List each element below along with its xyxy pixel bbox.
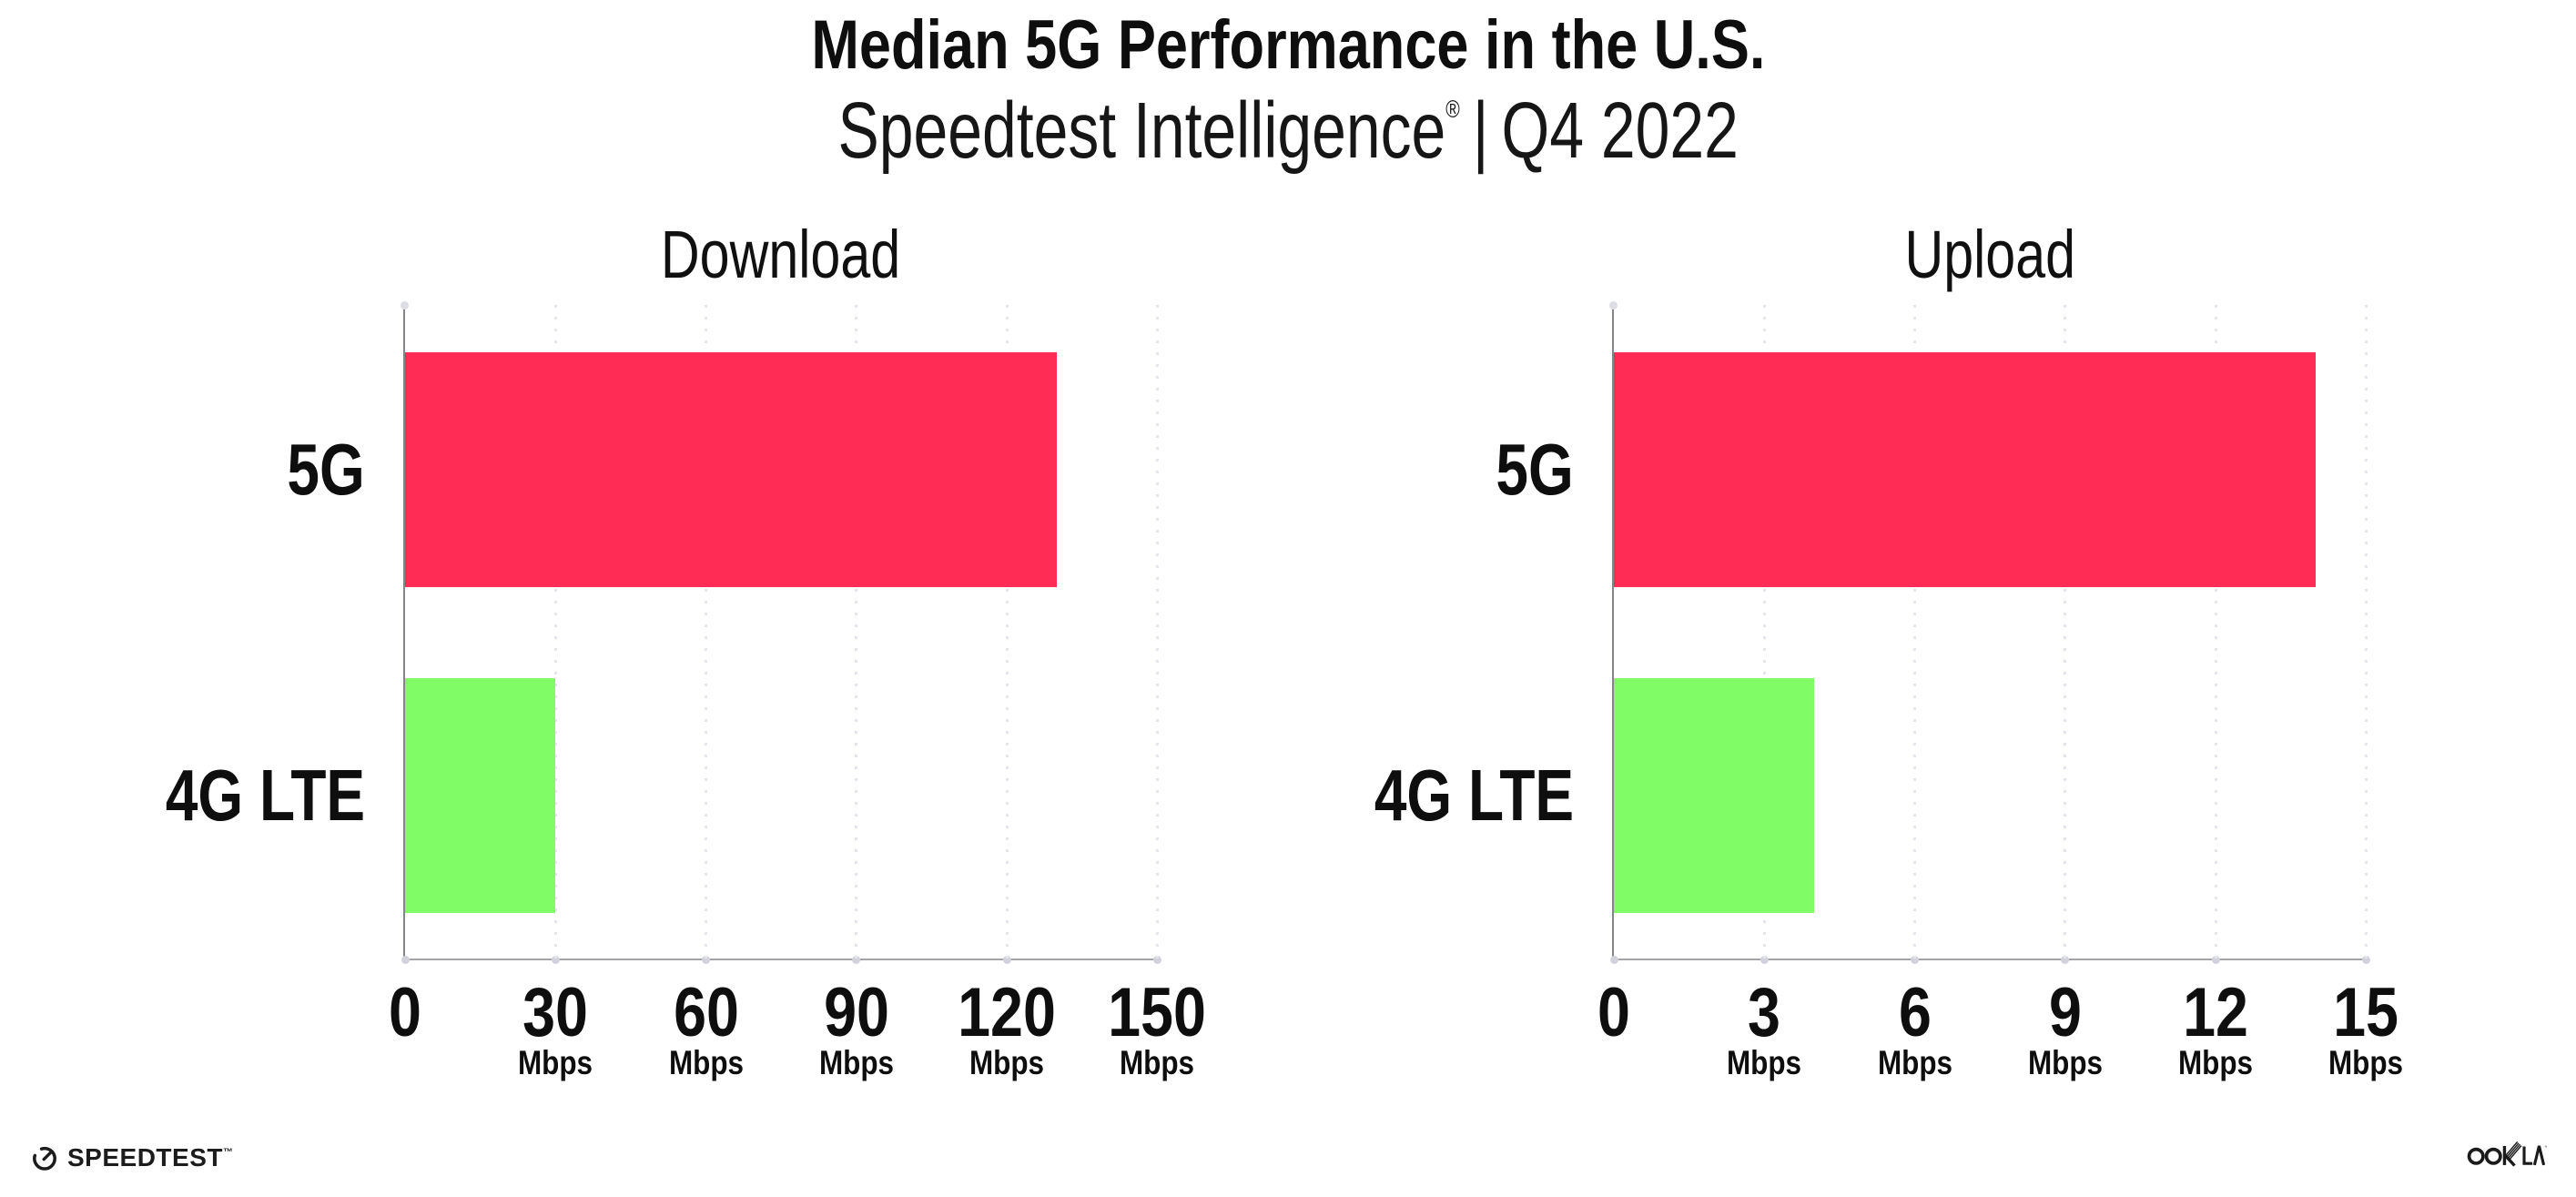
x-tick-unit-9: Mbps — [2027, 1044, 2103, 1081]
bar-5g-upload — [1614, 352, 2317, 587]
axis-tick-dot-3 — [1760, 956, 1769, 964]
x-tick-label-3: 3 — [1748, 974, 1781, 1051]
gridline-15 — [2364, 305, 2368, 959]
x-tick-unit-60: Mbps — [668, 1044, 744, 1081]
category-label-5g: 5G — [1496, 429, 1574, 510]
download-plot-area: Download 0 30 Mbps 60 Mbps 90 Mbps 120 Mbps 150 Mb… — [166, 221, 1206, 1080]
x-tick-label-30: 30 — [522, 974, 589, 1051]
axis-tick-dot-0 — [1609, 956, 1618, 964]
speedtest-wordmark: SPEEDTEST™ — [67, 1143, 234, 1172]
ookla-wordmark-icon: OOKLA ™ — [2467, 1141, 2549, 1167]
trademark-mark: ™ — [222, 1147, 234, 1158]
svg-text:™: ™ — [2544, 1145, 2547, 1150]
x-tick-unit-3: Mbps — [1727, 1044, 1802, 1081]
x-tick-label-120: 120 — [958, 974, 1056, 1051]
axis-tick-dot-150 — [1152, 956, 1161, 964]
x-tick-label-60: 60 — [673, 974, 739, 1051]
x-tick-label-12: 12 — [2183, 974, 2248, 1051]
x-tick-label-15: 15 — [2333, 974, 2399, 1051]
gridline-120 — [1005, 305, 1009, 959]
speedtest-gauge-icon — [33, 1146, 56, 1171]
upload-plot-area: Upload 0 3 Mbps 6 Mbps 9 Mbps 12 Mbps 15 Mbps 5G 4G … — [1374, 221, 2404, 1080]
gridline-6 — [1913, 305, 1916, 959]
axis-tick-dot-90 — [852, 956, 861, 964]
x-tick-unit-12: Mbps — [2177, 1044, 2254, 1081]
speedtest-logo: SPEEDTEST™ — [30, 1141, 233, 1174]
bar-4g-lte-download — [405, 678, 556, 913]
gridline-150 — [1155, 305, 1159, 959]
gridline-3 — [1762, 305, 1766, 959]
registered-mark: ® — [1445, 96, 1460, 123]
page-title: Median 5G Performance in the U.S. — [810, 6, 1766, 84]
axis-tick-dot-9 — [2061, 956, 2070, 964]
bar-4g-lte-upload — [1614, 678, 1815, 913]
subtitle-separator: | — [1472, 86, 1489, 175]
page-subtitle: Speedtest Intelligence® | Q4 2022 — [0, 91, 2576, 170]
axis-tick-dot-6 — [1911, 956, 1919, 964]
x-tick-unit-15: Mbps — [2328, 1044, 2404, 1081]
axis-tick-dot-15 — [2361, 956, 2370, 964]
axis-top-dot — [1608, 301, 1618, 309]
category-label-5g: 5G — [287, 429, 365, 510]
axis-top-dot — [400, 301, 409, 309]
axis-tick-dot-0 — [401, 956, 410, 964]
upload-chart-title: Upload — [1904, 217, 2075, 292]
x-tick-label-9: 9 — [2048, 974, 2082, 1051]
category-label-4g-lte: 4G LTE — [1374, 755, 1574, 836]
subtitle-period: Q4 2022 — [1501, 86, 1739, 175]
axis-tick-dot-60 — [702, 956, 710, 964]
gridline-12 — [2214, 305, 2217, 959]
x-tick-unit-120: Mbps — [969, 1044, 1045, 1081]
x-tick-unit-6: Mbps — [1877, 1044, 1952, 1081]
axis-tick-dot-30 — [551, 956, 560, 964]
gridline-9 — [2064, 305, 2067, 959]
bar-5g-download — [405, 352, 1058, 587]
gridline-60 — [705, 305, 707, 959]
axis-tick-dot-120 — [1002, 956, 1011, 964]
axis-tick-dot-12 — [2211, 956, 2220, 964]
x-tick-unit-30: Mbps — [518, 1044, 593, 1081]
x-tick-label-0: 0 — [389, 974, 421, 1051]
ookla-logo: OOKLA ™ — [2467, 1141, 2549, 1172]
x-tick-label-150: 150 — [1108, 974, 1207, 1051]
gridline-30 — [553, 305, 557, 959]
gridline-90 — [855, 305, 858, 959]
x-tick-label-6: 6 — [1898, 974, 1932, 1051]
x-tick-label-0: 0 — [1597, 974, 1630, 1051]
subtitle-brand: Speedtest Intelligence — [837, 86, 1446, 175]
x-tick-unit-150: Mbps — [1120, 1044, 1195, 1081]
x-tick-unit-90: Mbps — [818, 1044, 894, 1081]
x-tick-label-90: 90 — [823, 974, 889, 1051]
download-chart-title: Download — [661, 217, 901, 292]
category-label-4g-lte: 4G LTE — [165, 755, 365, 836]
